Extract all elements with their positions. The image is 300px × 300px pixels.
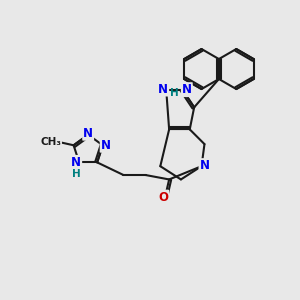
Text: O: O: [158, 190, 168, 204]
Text: CH₃: CH₃: [40, 137, 61, 147]
Text: N: N: [182, 83, 192, 96]
Text: N: N: [101, 139, 111, 152]
Text: H: H: [170, 88, 179, 98]
Text: N: N: [158, 82, 168, 95]
Text: N: N: [83, 127, 93, 140]
Text: N: N: [200, 159, 209, 172]
Text: N: N: [71, 156, 81, 169]
Text: H: H: [72, 169, 81, 178]
